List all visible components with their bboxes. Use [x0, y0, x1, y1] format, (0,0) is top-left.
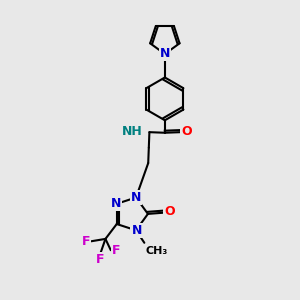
- Text: F: F: [82, 235, 90, 248]
- Text: N: N: [160, 47, 170, 61]
- Text: F: F: [96, 253, 104, 266]
- Text: N: N: [131, 191, 141, 204]
- Text: NH: NH: [122, 125, 143, 138]
- Text: CH₃: CH₃: [146, 246, 168, 256]
- Text: N: N: [131, 224, 142, 237]
- Text: O: O: [164, 205, 175, 218]
- Text: O: O: [181, 125, 192, 138]
- Text: N: N: [111, 197, 121, 210]
- Text: F: F: [112, 244, 120, 257]
